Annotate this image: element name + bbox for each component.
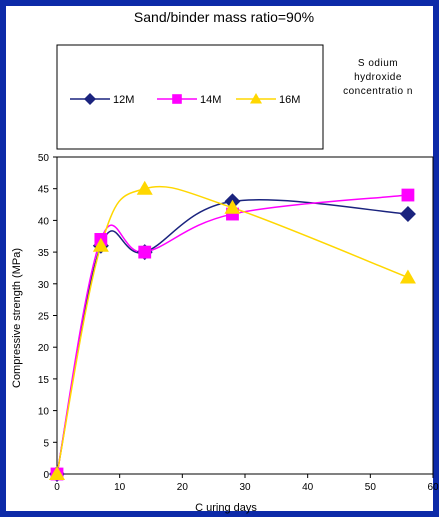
y-axis-label: Compressive strength (MPa) bbox=[11, 248, 23, 388]
axis-ticks: 0 10 20 30 40 50 60 0 5 10 15 20 25 30 35 40 45 50 bbox=[38, 153, 439, 493]
x-tick-label: 0 bbox=[54, 482, 60, 493]
legend-note-line-2: hydroxide bbox=[354, 72, 402, 83]
x-tick-label: 60 bbox=[427, 482, 439, 493]
y-tick-label: 35 bbox=[38, 248, 50, 259]
data-point-14M bbox=[138, 245, 152, 259]
legend-note-line-3: concentratio n bbox=[343, 86, 413, 97]
y-tick-label: 0 bbox=[43, 470, 49, 481]
data-point-16M bbox=[92, 237, 109, 252]
y-tick-label: 30 bbox=[38, 280, 50, 291]
legend-label-12M: 12M bbox=[113, 94, 134, 106]
x-tick-label: 20 bbox=[177, 482, 189, 493]
y-tick-label: 25 bbox=[38, 312, 50, 323]
x-axis-label: C uring days bbox=[195, 502, 257, 514]
series-markers bbox=[49, 180, 416, 482]
legend-marker-16M bbox=[250, 93, 262, 104]
y-tick-label: 40 bbox=[38, 216, 50, 227]
y-tick-label: 10 bbox=[38, 407, 50, 418]
legend-note-line-1: S odium bbox=[358, 58, 398, 69]
y-tick-label: 50 bbox=[38, 153, 50, 164]
y-tick-label: 15 bbox=[38, 375, 50, 386]
legend-label-14M: 14M bbox=[200, 94, 221, 106]
y-tick-label: 20 bbox=[38, 343, 50, 354]
x-tick-label: 40 bbox=[302, 482, 314, 493]
y-tick-label: 5 bbox=[43, 438, 49, 449]
x-tick-label: 30 bbox=[239, 482, 251, 493]
legend-box bbox=[56, 44, 324, 150]
x-tick-label: 50 bbox=[365, 482, 377, 493]
x-tick-label: 10 bbox=[114, 482, 126, 493]
data-point-16M bbox=[224, 199, 241, 214]
legend: 12M 14M 16M bbox=[70, 93, 300, 106]
legend-label-16M: 16M bbox=[279, 94, 300, 106]
data-point-16M bbox=[136, 180, 153, 195]
y-tick-label: 45 bbox=[38, 185, 50, 196]
plot-area bbox=[56, 156, 434, 475]
data-point-12M bbox=[399, 206, 416, 223]
data-point-16M bbox=[399, 269, 416, 284]
legend-marker-14M bbox=[172, 94, 182, 104]
legend-marker-12M bbox=[84, 93, 96, 105]
data-point-16M bbox=[49, 466, 65, 480]
data-point-14M bbox=[401, 188, 415, 202]
chart-title: Sand/binder mass ratio=90% bbox=[134, 9, 314, 25]
